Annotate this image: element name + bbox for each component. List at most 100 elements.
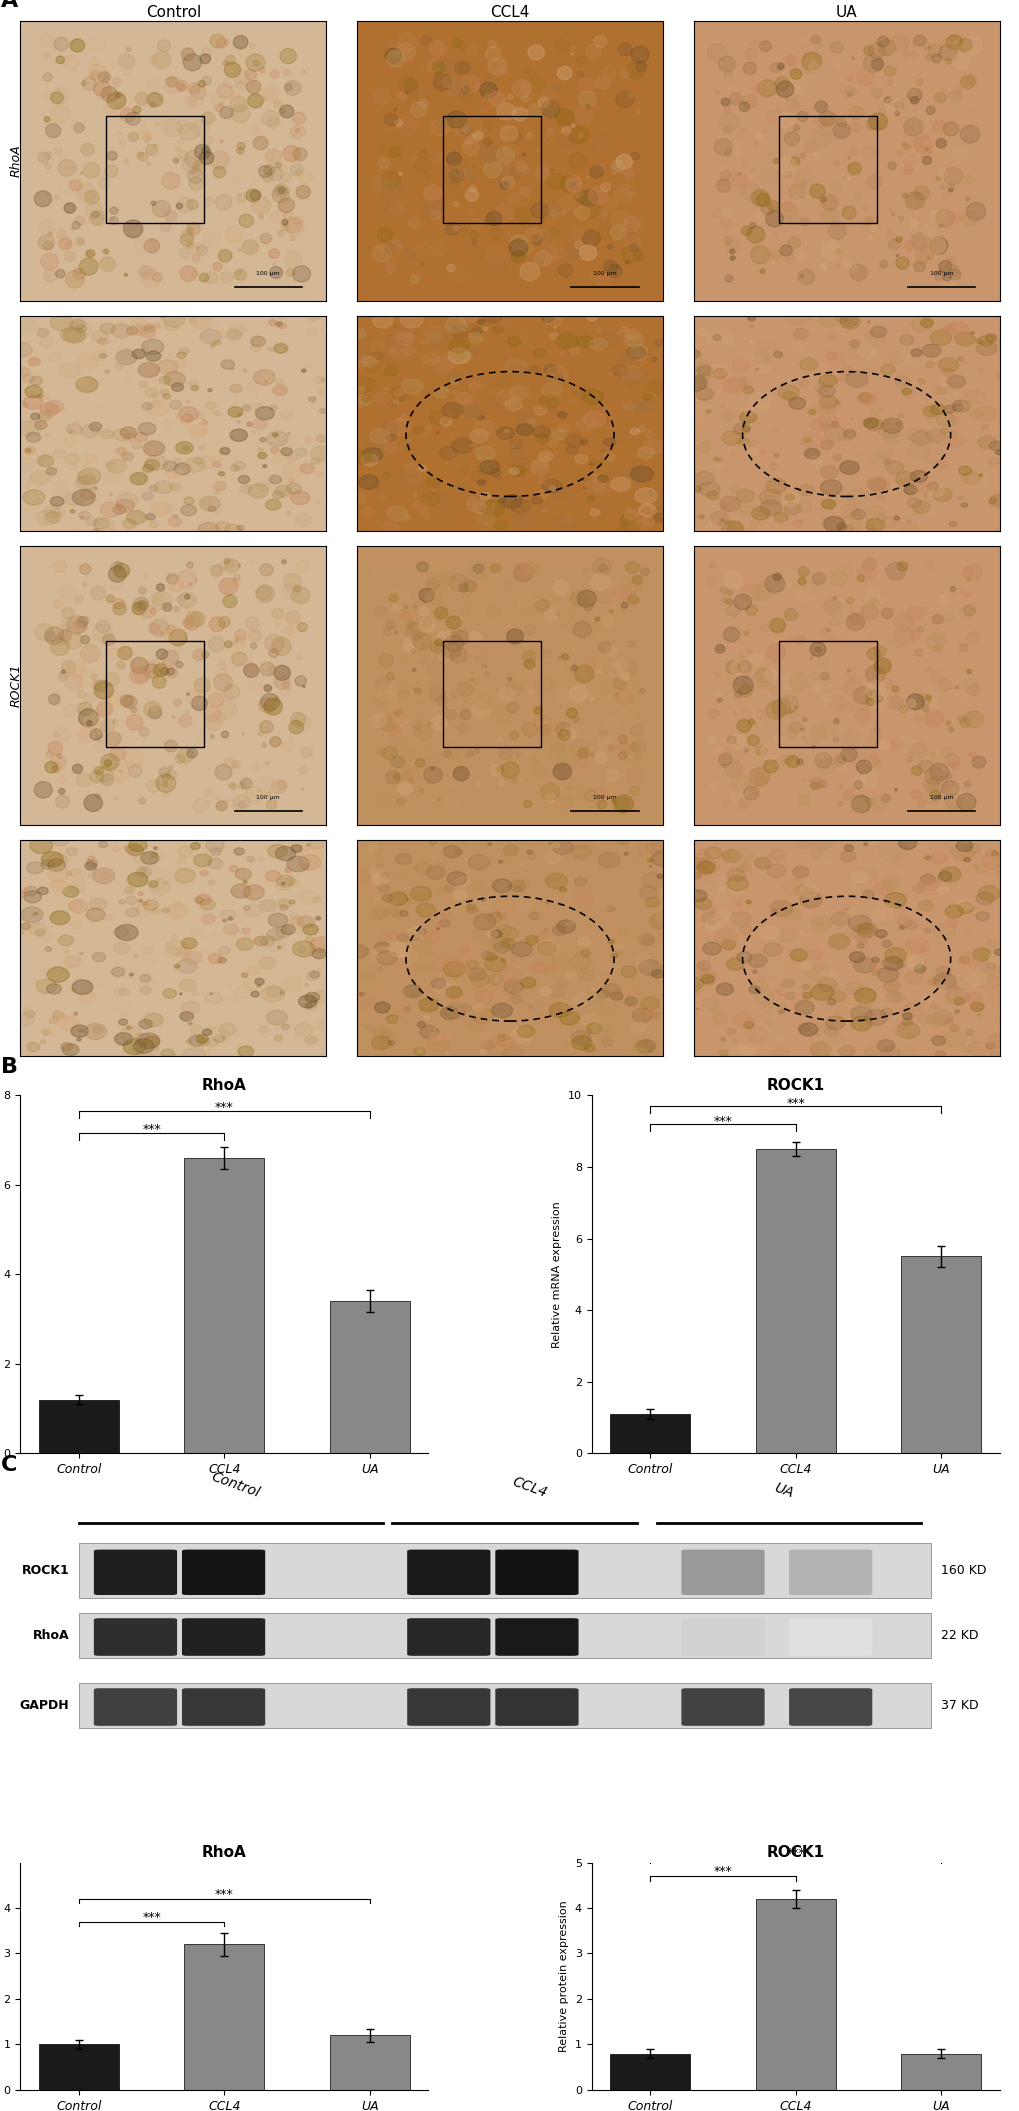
Circle shape [285,610,300,625]
Circle shape [267,929,284,939]
Circle shape [514,564,533,583]
Text: 100 μm: 100 μm [256,270,280,277]
Circle shape [502,494,522,509]
Circle shape [375,678,389,690]
Circle shape [271,209,286,224]
Circle shape [819,467,838,479]
Circle shape [495,925,512,935]
Circle shape [78,709,98,726]
Circle shape [809,184,824,198]
Circle shape [236,148,244,154]
Circle shape [142,403,152,410]
Circle shape [771,699,790,716]
Circle shape [552,410,555,414]
Circle shape [712,458,717,460]
Circle shape [521,222,531,232]
Circle shape [452,766,469,781]
Circle shape [74,215,85,226]
Circle shape [281,1024,289,1030]
Circle shape [897,1047,915,1060]
Circle shape [845,908,859,918]
Circle shape [321,380,325,382]
Circle shape [424,1015,429,1020]
FancyBboxPatch shape [789,1689,871,1727]
Circle shape [355,838,363,844]
Circle shape [214,412,220,416]
Circle shape [281,224,288,230]
Circle shape [503,146,518,158]
Circle shape [412,992,423,1001]
Circle shape [865,682,884,699]
Circle shape [281,559,286,564]
Circle shape [114,1032,132,1045]
Circle shape [696,365,711,376]
Circle shape [906,519,909,521]
Circle shape [498,747,513,760]
Circle shape [384,114,397,127]
Circle shape [50,910,69,925]
Circle shape [424,173,430,179]
Circle shape [368,866,383,876]
Circle shape [569,226,584,239]
Circle shape [379,494,385,498]
Circle shape [113,600,124,610]
Circle shape [486,912,500,923]
Circle shape [292,148,307,160]
Circle shape [284,251,302,268]
Text: A: A [1,0,18,11]
Circle shape [787,709,797,718]
Circle shape [71,1026,89,1037]
Circle shape [252,562,254,564]
Circle shape [471,929,485,939]
Circle shape [875,929,887,937]
Circle shape [504,927,511,931]
Circle shape [224,559,229,564]
Circle shape [907,498,920,507]
Circle shape [449,433,462,441]
Circle shape [911,431,930,445]
Circle shape [269,266,282,279]
Circle shape [96,621,110,633]
Circle shape [596,148,600,150]
Circle shape [898,215,903,220]
Circle shape [233,70,249,84]
Circle shape [749,652,762,665]
Circle shape [135,433,148,441]
Circle shape [123,220,143,239]
Circle shape [485,1043,505,1058]
Circle shape [727,876,747,891]
Circle shape [56,270,65,279]
Text: 22 KD: 22 KD [940,1630,977,1642]
Circle shape [531,378,553,395]
Circle shape [618,929,628,935]
Circle shape [589,338,606,350]
Circle shape [931,1011,952,1024]
Circle shape [562,245,580,260]
Circle shape [524,659,535,669]
Circle shape [651,357,656,361]
Circle shape [268,711,271,714]
Circle shape [751,507,769,519]
Circle shape [774,76,789,91]
Circle shape [244,885,264,899]
Circle shape [348,946,368,958]
Circle shape [760,203,772,215]
Circle shape [45,433,50,437]
Circle shape [192,270,198,277]
Circle shape [280,49,297,63]
Circle shape [471,327,482,336]
Circle shape [87,859,98,868]
Circle shape [730,912,750,927]
Circle shape [226,559,234,568]
Circle shape [731,775,750,792]
Circle shape [84,464,92,471]
Circle shape [288,720,303,735]
Circle shape [189,1022,192,1026]
Circle shape [574,190,583,198]
Circle shape [589,509,599,515]
Circle shape [71,528,78,532]
Circle shape [458,228,467,236]
Circle shape [502,844,518,855]
Circle shape [538,97,548,108]
Circle shape [720,217,731,228]
